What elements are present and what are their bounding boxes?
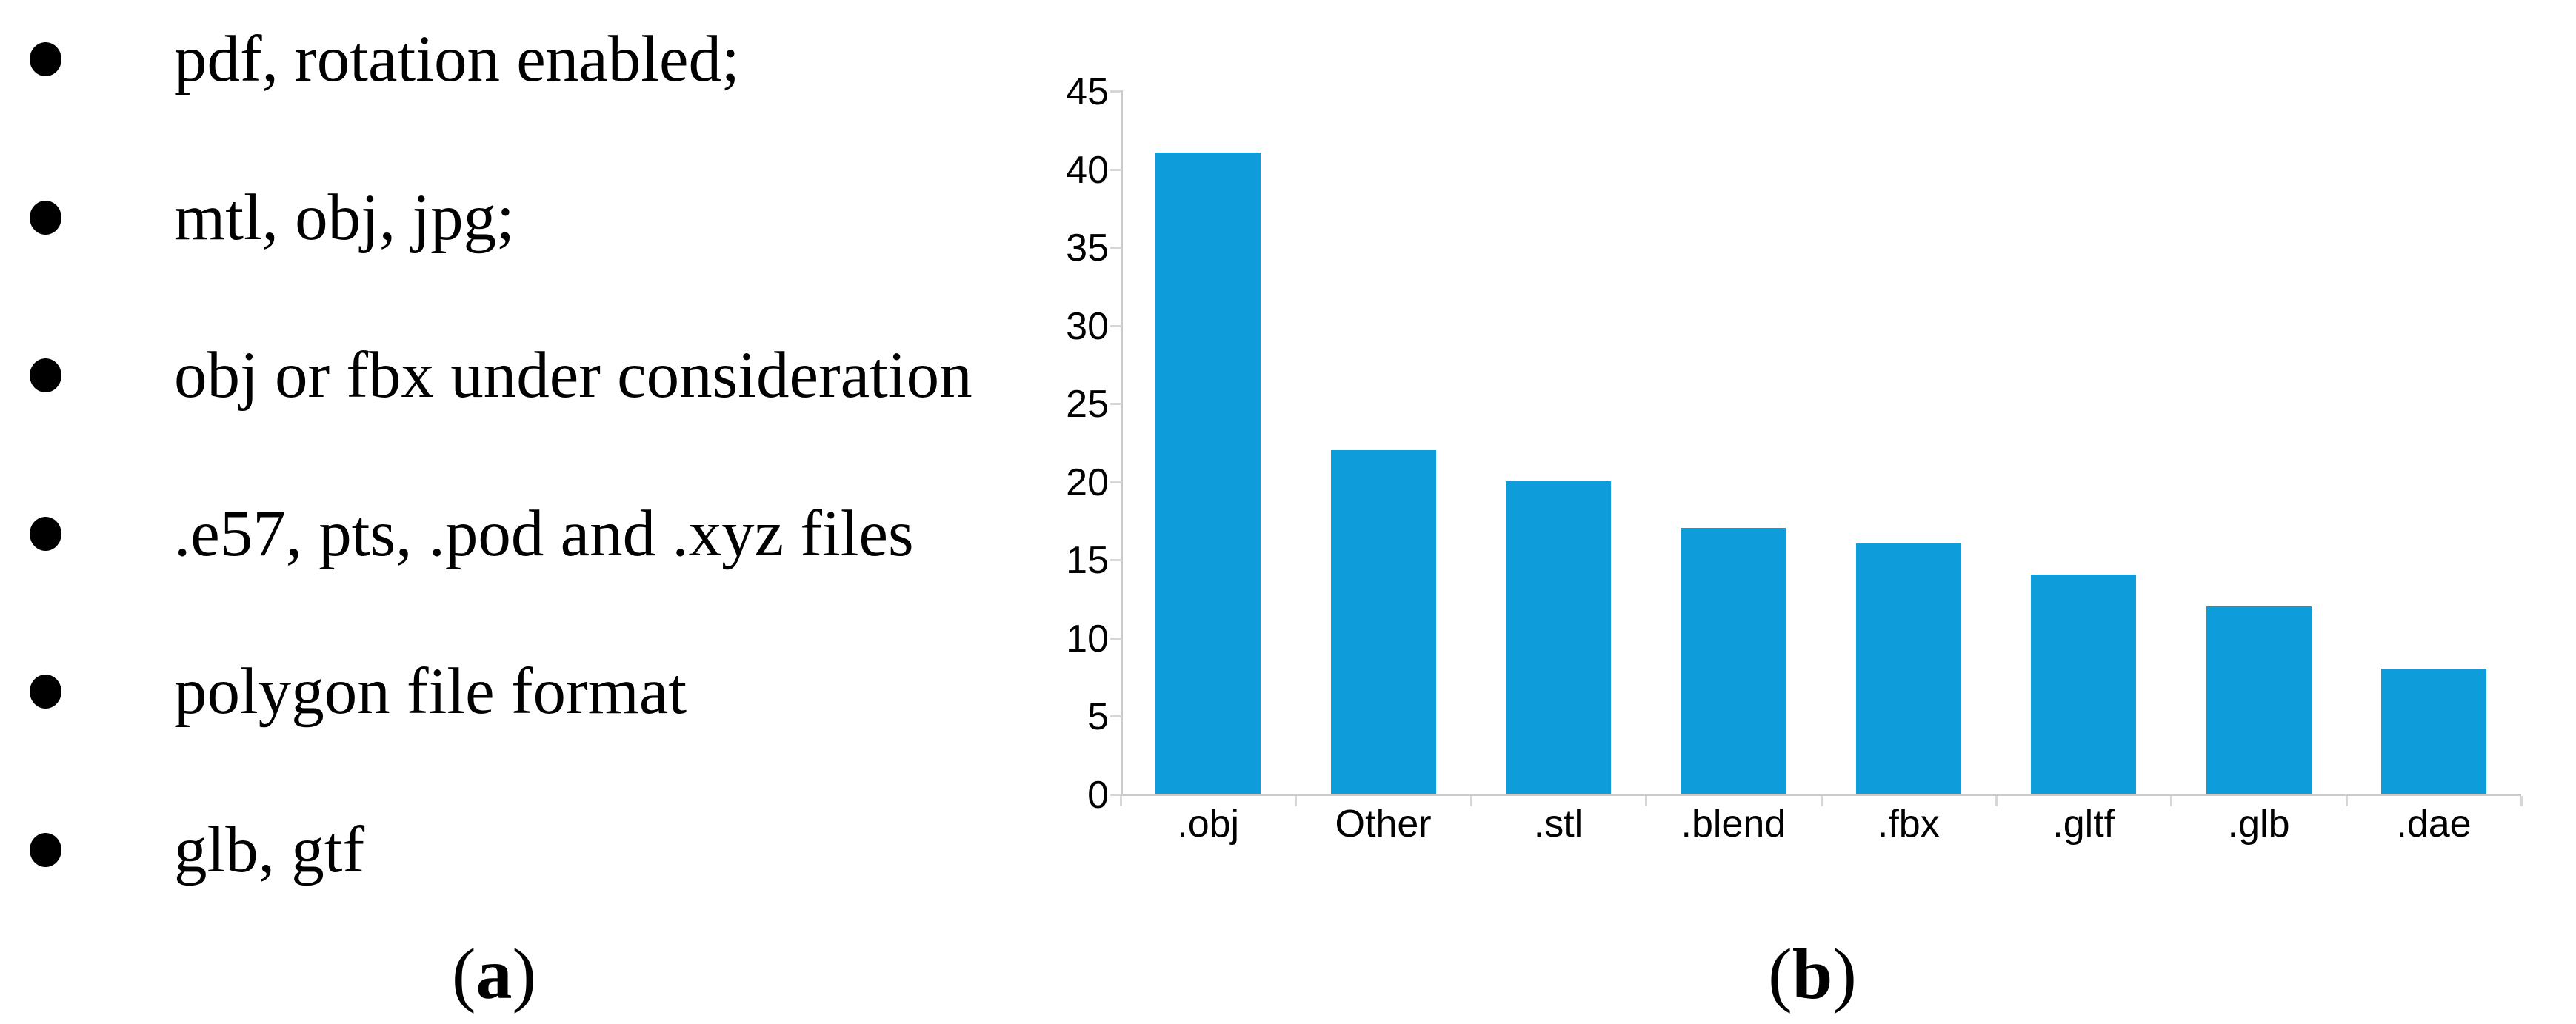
list-item: .e57, pts, .pod and .xyz files xyxy=(0,501,1037,566)
x-tick-label: .gltf xyxy=(2052,803,2115,846)
y-tick-mark xyxy=(1110,715,1121,718)
y-tick-mark xyxy=(1110,637,1121,640)
x-tick-label: .fbx xyxy=(1877,803,1940,846)
x-tick-label: .stl xyxy=(1533,803,1584,846)
y-tick-label: 15 xyxy=(1066,539,1109,583)
bullet-icon xyxy=(30,42,61,76)
y-tick-label: 10 xyxy=(1066,617,1109,660)
y-tick-mark xyxy=(1110,403,1121,406)
x-tick-label: .blend xyxy=(1681,803,1786,846)
bar-blend xyxy=(1681,528,1786,794)
bar-glb xyxy=(2206,606,2312,794)
bullet-text: polygon file format xyxy=(174,655,687,729)
bullet-icon xyxy=(30,358,61,393)
bullet-icon xyxy=(30,833,61,867)
caption-a-close-paren: ) xyxy=(512,934,537,1014)
panel-a-caption: (a) xyxy=(198,930,790,1019)
y-tick-mark xyxy=(1110,247,1121,250)
panel-b-caption: (b) xyxy=(1516,930,2109,1019)
y-axis-line xyxy=(1121,90,1123,796)
bar-Other xyxy=(1330,449,1436,794)
bar-gltf xyxy=(2031,575,2137,794)
list-item: polygon file format xyxy=(0,655,1037,729)
x-tick-label: .glb xyxy=(2227,803,2290,846)
bullet-text: pdf, rotation enabled; xyxy=(174,23,740,96)
x-axis-line xyxy=(1121,794,2521,796)
panel-a-format-list: pdf, rotation enabled; mtl, obj, jpg; obj … xyxy=(0,0,1011,1024)
caption-a-open-paren: ( xyxy=(451,934,476,1014)
x-tick-mark xyxy=(1645,796,1648,806)
y-tick-label: 25 xyxy=(1066,383,1109,426)
y-tick-mark xyxy=(1110,324,1121,327)
x-tick-mark xyxy=(1469,796,1472,806)
bullet-text: .e57, pts, .pod and .xyz files xyxy=(174,497,914,570)
bullet-text: obj or fbx under consideration xyxy=(174,339,972,412)
list-item: mtl, obj, jpg; xyxy=(0,181,1037,254)
bar-fbx xyxy=(1855,543,1961,794)
bullet-text: glb, gtf xyxy=(174,814,365,886)
y-tick-label: 5 xyxy=(1087,695,1109,739)
x-tick-label: Other xyxy=(1335,803,1432,846)
caption-a-letter: a xyxy=(476,934,513,1014)
bullet-text: mtl, obj, jpg; xyxy=(174,181,515,254)
y-tick-label: 30 xyxy=(1066,304,1109,348)
y-tick-label: 45 xyxy=(1066,70,1109,113)
x-tick-mark xyxy=(2345,796,2348,806)
bullet-icon xyxy=(30,200,61,235)
list-item: obj or fbx under consideration xyxy=(0,339,1037,412)
bar-dae xyxy=(2381,669,2486,794)
x-tick-mark xyxy=(2170,796,2173,806)
y-tick-label: 40 xyxy=(1066,148,1109,192)
y-tick-label: 20 xyxy=(1066,461,1109,504)
bar-stl xyxy=(1506,481,1611,794)
caption-b-close-paren: ) xyxy=(1832,934,1857,1014)
y-tick-label: 35 xyxy=(1066,227,1109,270)
x-tick-label: .dae xyxy=(2396,803,2472,846)
x-tick-mark xyxy=(2520,796,2523,806)
bullet-icon xyxy=(30,516,61,551)
y-tick-label: 0 xyxy=(1087,774,1109,817)
y-tick-mark xyxy=(1110,90,1121,93)
x-tick-mark xyxy=(1120,796,1122,806)
bullet-icon xyxy=(30,675,61,709)
caption-b-open-paren: ( xyxy=(1768,934,1792,1014)
y-tick-mark xyxy=(1110,794,1121,796)
bar-obj xyxy=(1155,153,1261,794)
x-tick-label: .obj xyxy=(1177,803,1240,846)
y-tick-mark xyxy=(1110,481,1121,483)
x-tick-mark xyxy=(1995,796,1998,806)
y-tick-mark xyxy=(1110,168,1121,171)
caption-b-letter: b xyxy=(1792,934,1833,1014)
x-tick-mark xyxy=(1820,796,1823,806)
x-tick-mark xyxy=(1295,796,1298,806)
y-tick-mark xyxy=(1110,559,1121,562)
list-item: pdf, rotation enabled; xyxy=(0,23,1037,96)
list-item: glb, gtf xyxy=(0,817,1037,883)
